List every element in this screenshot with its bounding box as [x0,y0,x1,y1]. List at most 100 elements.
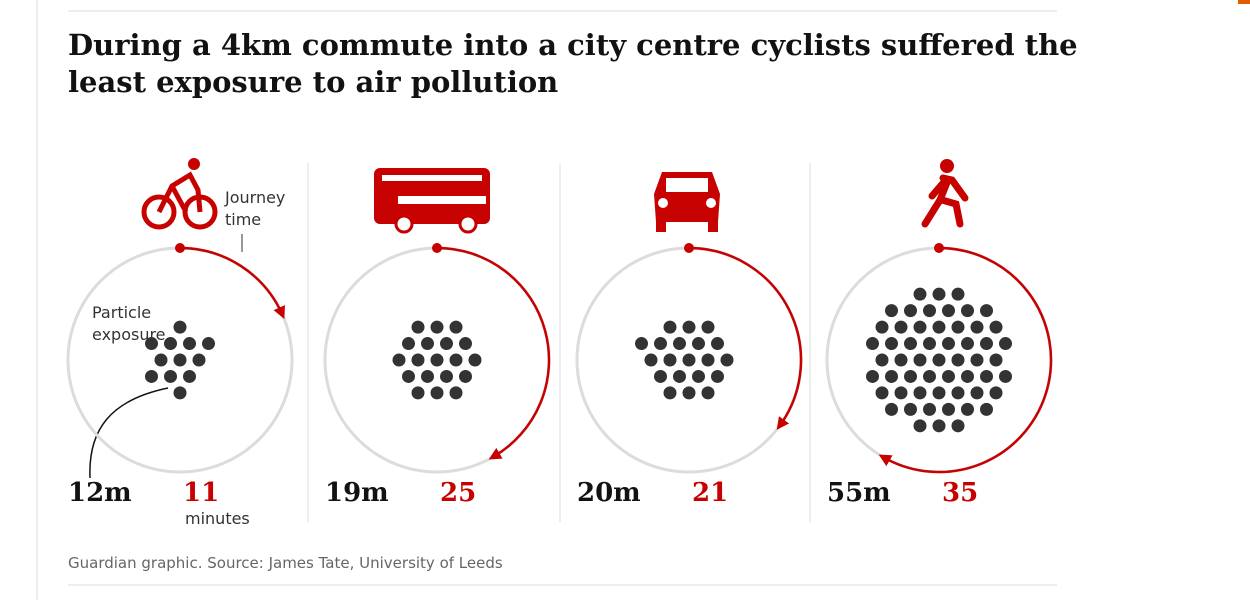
exposure-dot [932,287,946,301]
exposure-dot [701,320,715,334]
exposure-dot [663,353,677,367]
annotation: Particle [92,303,151,322]
exposure-dot [894,386,908,400]
exposure-dot [932,386,946,400]
exposure-dot [164,337,177,351]
exposure-dot [644,353,658,367]
exposure-dot [875,386,889,400]
title-line: least exposure to air pollution [68,65,558,99]
exposure-dot [875,353,889,367]
exposure-dot [913,353,927,367]
exposure-dot [402,337,415,351]
exposure-dot [951,419,965,433]
exposure-label: 12m [68,478,132,508]
corner-mark [1238,0,1250,4]
exposure-dot [894,320,908,334]
exposure-dot [711,369,724,383]
exposure-dot [885,369,898,383]
exposure-dot [430,320,444,334]
exposure-dot [904,402,917,416]
exposure-dot [720,353,734,367]
exposure-dot [411,353,425,367]
exposure-dot [183,369,196,383]
exposure-dot [154,353,168,367]
exposure-dot [932,320,946,334]
exposure-dot [173,353,187,367]
journey-time-label: 11 [183,478,219,508]
exposure-dot [402,369,415,383]
exposure-dot [411,320,425,334]
exposure-dot [970,386,984,400]
exposure-dot [411,386,425,400]
exposure-label: 20m [577,478,641,508]
journey-time-label: 25 [440,478,476,508]
exposure-dot [923,369,936,383]
exposure-dot [192,353,206,367]
journey-arc [436,246,551,460]
exposure-dot [654,337,667,351]
exposure-dot [980,337,993,351]
exposure-dot [961,304,974,318]
exposure-dot [932,419,946,433]
exposure-dot [951,386,965,400]
exposure-dot [904,304,917,318]
exposure-dot [173,386,187,400]
walk-icon [921,159,969,228]
exposure-dot [904,369,917,383]
exposure-dot [989,386,1003,400]
exposure-dot [430,353,444,367]
exposure-dot [145,337,158,351]
exposure-dot [970,353,984,367]
exposure-dot [951,353,965,367]
exposure-dot [164,369,177,383]
exposure-dot [440,369,453,383]
icons [141,158,969,234]
arc-start [684,243,694,253]
exposure-dot [866,337,879,351]
exposure-dot [904,337,917,351]
exposure-dot [961,402,974,416]
exposure-dot [961,337,974,351]
exposure-dot [673,369,686,383]
exposure-dot [989,320,1003,334]
exposure-dot [942,337,955,351]
exposure-dot [970,320,984,334]
exposure-dot [913,386,927,400]
exposure-dot [183,337,196,351]
exposure-dot [885,304,898,318]
exposure-dot [923,402,936,416]
exposure-dot [989,353,1003,367]
annotation: Journey [224,188,285,207]
exposure-dot [663,386,677,400]
exposure-dot [173,320,187,334]
exposure-dot [913,287,927,301]
annotation: time [225,210,261,229]
exposure-dot [913,419,927,433]
exposure-dot [449,353,463,367]
exposure-dot [866,369,879,383]
exposure-dot [459,369,472,383]
exposure-label: 55m [827,478,891,508]
exposure-dot [682,320,696,334]
exposure-dot [430,386,444,400]
exposure-dot [942,304,955,318]
exposure-dot [468,353,482,367]
leader [89,387,169,479]
arc-start [175,243,185,253]
exposure-dot [923,337,936,351]
journey-arc [179,246,285,320]
source: Guardian graphic. Source: James Tate, Un… [68,554,503,572]
exposure-dot [145,369,158,383]
bike-icon [141,158,218,230]
exposure-dot [692,337,705,351]
journey-time-label: 21 [692,478,728,508]
exposure-dot [913,320,927,334]
exposure-dot [951,287,965,301]
exposure-dot [421,337,434,351]
unit-label: minutes [185,509,250,528]
exposure-dot [923,304,936,318]
exposure-dot [682,353,696,367]
exposure-dot [440,337,453,351]
exposure-dot [999,369,1012,383]
